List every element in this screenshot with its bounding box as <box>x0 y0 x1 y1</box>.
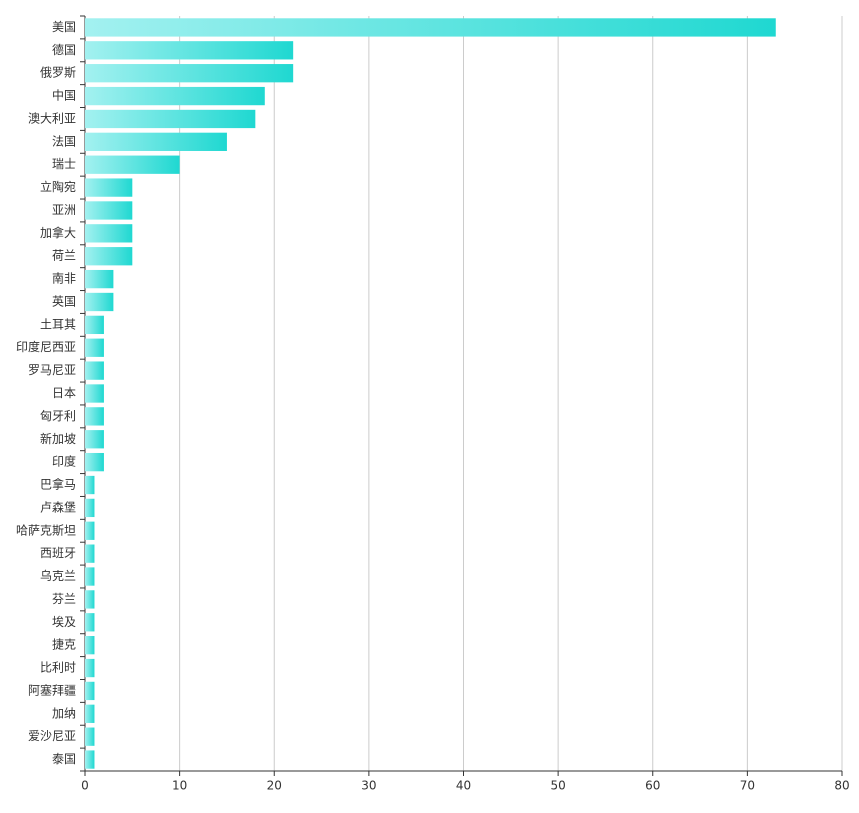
y-tick-label: 德国 <box>52 42 76 57</box>
x-tick-label: 20 <box>267 779 282 793</box>
bar <box>85 430 104 449</box>
x-tick-label: 50 <box>550 779 565 793</box>
bar <box>85 384 104 403</box>
y-tick-label: 印度尼西亚 <box>16 339 76 354</box>
y-tick-label: 西班牙 <box>40 546 76 560</box>
bar <box>85 567 95 586</box>
bar <box>85 590 95 609</box>
bar <box>85 269 114 289</box>
bar <box>85 544 95 563</box>
y-tick-label: 法国 <box>52 134 76 148</box>
bar <box>85 64 294 83</box>
bar <box>85 18 776 37</box>
y-tick-label: 亚洲 <box>52 203 76 217</box>
bar <box>85 727 95 746</box>
bar <box>85 178 133 197</box>
bar <box>85 109 256 129</box>
bar <box>85 361 104 380</box>
bar <box>85 704 95 723</box>
x-tick-label: 80 <box>834 779 849 793</box>
bar <box>85 315 104 335</box>
y-tick-label: 爱沙尼亚 <box>28 729 76 743</box>
bar <box>85 636 95 655</box>
bar <box>85 452 104 472</box>
y-tick-label: 荷兰 <box>52 249 76 263</box>
y-tick-label: 英国 <box>52 294 76 308</box>
y-tick-label: 加纳 <box>52 706 76 720</box>
y-tick-label: 捷克 <box>52 638 76 652</box>
bar <box>85 521 95 540</box>
bar <box>85 750 95 769</box>
x-tick-label: 10 <box>172 779 187 793</box>
y-tick-label: 立陶宛 <box>40 179 76 194</box>
y-tick-label: 泰国 <box>52 752 76 766</box>
bar <box>85 247 133 266</box>
y-tick-label: 瑞士 <box>52 157 76 171</box>
y-tick-label: 匈牙利 <box>40 409 76 423</box>
y-tick-label: 俄罗斯 <box>40 66 76 80</box>
x-tick-label: 40 <box>456 779 471 793</box>
y-tick-label: 澳大利亚 <box>28 111 76 125</box>
x-tick-label: 0 <box>81 779 89 793</box>
y-tick-label: 美国 <box>52 20 76 34</box>
bar <box>85 86 265 106</box>
y-tick-label: 乌克兰 <box>40 568 76 583</box>
bar <box>85 498 95 518</box>
y-tick-label: 哈萨克斯坦 <box>16 523 76 537</box>
bar <box>85 224 133 243</box>
bar <box>85 613 95 632</box>
y-tick-label: 阿塞拜疆 <box>28 682 76 697</box>
y-tick-label: 新加坡 <box>40 431 76 446</box>
y-tick-label: 卢森堡 <box>40 499 76 514</box>
bar <box>85 407 104 426</box>
y-tick-label: 日本 <box>52 386 76 400</box>
y-tick-label: 埃及 <box>52 615 76 629</box>
y-tick-label: 中国 <box>52 88 76 103</box>
y-tick-label: 加拿大 <box>40 225 76 240</box>
y-tick-label: 土耳其 <box>40 317 76 331</box>
bar <box>85 681 95 701</box>
bar <box>85 475 95 495</box>
y-tick-label: 巴拿马 <box>40 477 76 492</box>
bar <box>85 132 227 151</box>
x-tick-label: 70 <box>740 779 755 793</box>
bar <box>85 155 180 174</box>
y-tick-label: 罗马尼亚 <box>28 363 76 377</box>
x-tick-label: 60 <box>645 779 660 793</box>
bar <box>85 201 133 220</box>
y-tick-label: 印度 <box>52 454 76 469</box>
y-tick-label: 南非 <box>52 271 76 286</box>
bar <box>85 41 294 60</box>
y-tick-label: 芬兰 <box>52 592 76 606</box>
bar <box>85 338 104 357</box>
bar <box>85 292 114 312</box>
y-tick-label: 比利时 <box>40 661 76 675</box>
bar <box>85 658 95 678</box>
x-tick-label: 30 <box>361 779 376 793</box>
